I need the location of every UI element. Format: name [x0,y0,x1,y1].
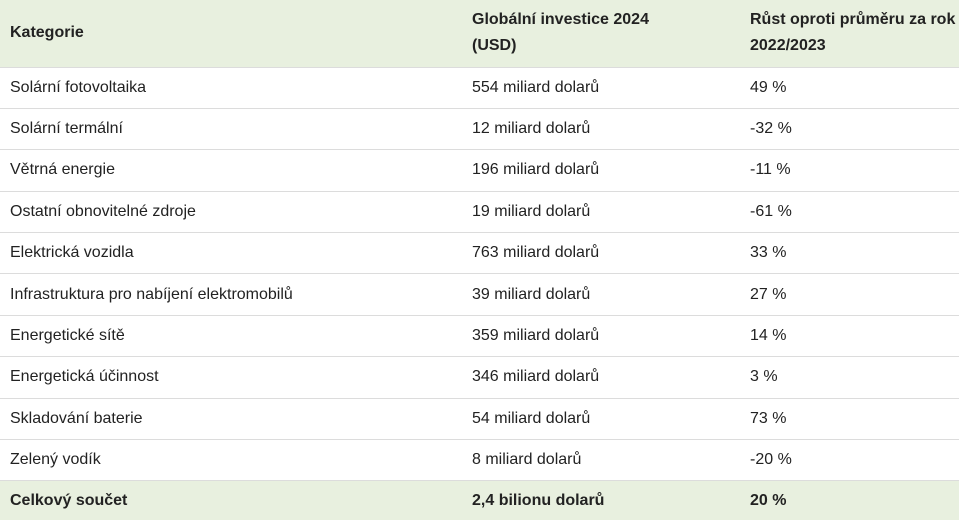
cell: Celkový součet [10,491,128,509]
header-row: Kategorie Globální investice 2024 (USD) … [0,0,959,68]
cell: -20 % [740,439,959,482]
header-cell: Růst oproti průměru za rok 2022/2023 [740,0,959,68]
table-row: Zelený vodík 8 miliard dolarů -20 % [0,439,959,482]
cell: Infrastruktura pro nabíjení elektromobil… [0,273,462,316]
cell: 346 miliard dolarů [462,356,740,399]
cell: 14 % [740,315,959,358]
cell: -32 % [740,108,959,151]
cell: Zelený vodík [0,439,462,482]
header-text: Globální investice 2024 (USD) [472,11,649,55]
table-row: Elektrická vozidla 763 miliard dolarů 33 % [0,232,959,275]
cell: 12 miliard dolarů [462,108,740,151]
table-row: Solární fotovoltaika 554 miliard dolarů 49… [0,67,959,109]
table-row: Větrná energie 196 miliard dolarů -11 % [0,149,959,192]
header-text: Kategorie [10,24,84,42]
cell: Energetické sítě [0,315,462,358]
cell: 20 % [750,491,787,509]
cell: Energetická účinnost [0,356,462,399]
table-row: Infrastruktura pro nabíjení elektromobil… [0,273,959,316]
cell: 763 miliard dolarů [462,232,740,275]
cell: 359 miliard dolarů [462,315,740,358]
table-row: Solární termální 12 miliard dolarů -32 % [0,108,959,151]
cell: 73 % [740,398,959,441]
cell: Solární fotovoltaika [0,67,462,109]
cell: 33 % [740,232,959,275]
cell: 27 % [740,273,959,316]
cell: Skladování baterie [0,398,462,441]
cell: Elektrická vozidla [0,232,462,275]
header-text: Růst oproti průměru za rok 2022/2023 [750,11,956,55]
table-row: Energetické sítě 359 miliard dolarů 14 % [0,315,959,358]
cell: 54 miliard dolarů [462,398,740,441]
table-row: Ostatní obnovitelné zdroje 19 miliard dol… [0,191,959,234]
cell: 8 miliard dolarů [462,439,740,482]
cell: -11 % [740,149,959,192]
header-cell: Globální investice 2024 (USD) [462,0,740,68]
cell: 3 % [740,356,959,399]
cell: 19 miliard dolarů [462,191,740,234]
cell: Větrná energie [0,149,462,192]
cell: 196 miliard dolarů [462,149,740,192]
cell: Solární termální [0,108,462,151]
table-row: Energetická účinnost 346 miliard dolarů 3 … [0,356,959,399]
cell: 39 miliard dolarů [462,273,740,316]
cell: 554 miliard dolarů [462,67,740,109]
cell: Ostatní obnovitelné zdroje [0,191,462,234]
cell: -61 % [740,191,959,234]
cell: 49 % [740,67,959,109]
table-body: Solární fotovoltaika 554 miliard dolarů 49… [0,67,959,520]
table-row: Skladování baterie 54 miliard dolarů 73 % [0,398,959,441]
total-row: Celkový součet 2,4 bilionu dolarů 20 % [0,480,959,520]
cell: 2,4 bilionu dolarů [472,491,605,509]
header-cell: Kategorie [0,0,462,68]
